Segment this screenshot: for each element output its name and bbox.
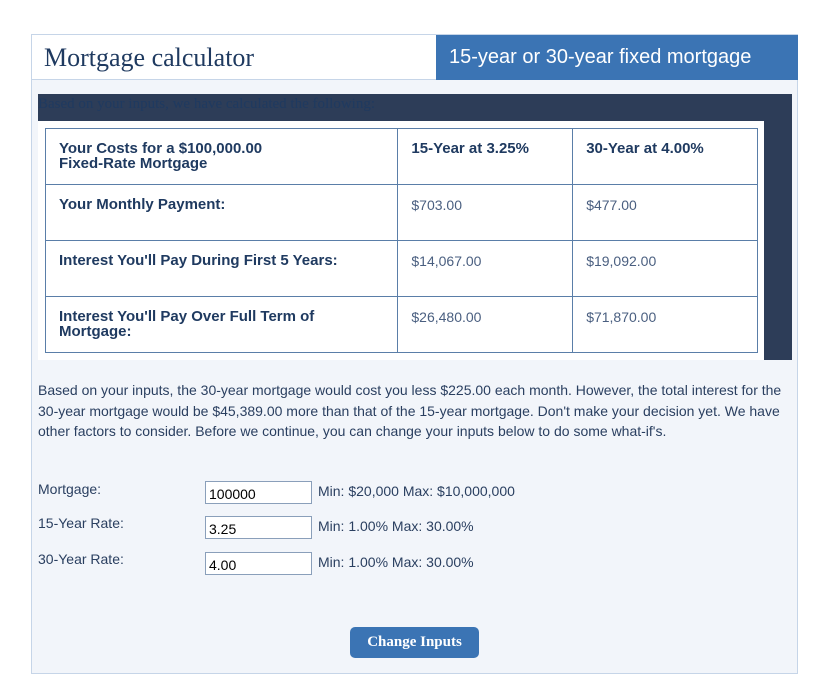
mortgage-input[interactable] — [205, 481, 312, 504]
row-label: Interest You'll Pay Over Full Term of Mo… — [59, 309, 384, 339]
change-inputs-button[interactable]: Change Inputs — [350, 627, 479, 658]
value-30-year: $477.00 — [586, 197, 637, 213]
header-label: Your Costs for a $100,000.00 Fixed-Rate … — [59, 141, 384, 171]
table-cell: 15-Year at 3.25% — [397, 128, 574, 185]
table-cell: $71,870.00 — [572, 296, 758, 353]
mortgage-hint: Min: $20,000 Max: $10,000,000 — [318, 483, 515, 499]
results-intro: Based on your inputs, we have calculated… — [38, 96, 375, 112]
value-30-year: $19,092.00 — [586, 253, 657, 269]
header-subtitle-area: 15-year or 30-year fixed mortgage — [436, 35, 798, 80]
rate-30-year-input[interactable] — [205, 552, 312, 575]
value-15-year: $703.00 — [411, 197, 462, 213]
results-table: Your Costs for a $100,000.00 Fixed-Rate … — [44, 128, 758, 353]
column-header-15-year: 15-Year at 3.25% — [411, 140, 529, 157]
table-cell: Interest You'll Pay During First 5 Years… — [44, 240, 399, 297]
row-label-line1: Interest You'll Pay During First 5 Years… — [59, 252, 338, 269]
row-label-line1: Interest You'll Pay Over Full Term of — [59, 308, 315, 325]
table-cell: $477.00 — [572, 184, 758, 241]
rate-15-year-hint: Min: 1.00% Max: 30.00% — [318, 518, 474, 534]
table-cell: Your Costs for a $100,000.00 Fixed-Rate … — [44, 128, 399, 185]
header-label-line2: Fixed-Rate Mortgage — [59, 155, 208, 172]
row-label: Interest You'll Pay During First 5 Years… — [59, 253, 384, 268]
value-15-year: $14,067.00 — [411, 253, 482, 269]
header-title-area: Mortgage calculator — [32, 35, 436, 80]
table-cell: $19,092.00 — [572, 240, 758, 297]
table-cell: $26,480.00 — [397, 296, 574, 353]
table-row: Interest You'll Pay Over Full Term of Mo… — [44, 296, 758, 353]
summary-text: Based on your inputs, the 30-year mortga… — [38, 382, 782, 439]
rate-30-year-hint: Min: 1.00% Max: 30.00% — [318, 554, 474, 570]
column-header-30-year: 30-Year at 4.00% — [586, 140, 704, 157]
table-cell: $14,067.00 — [397, 240, 574, 297]
results-table-container: Your Costs for a $100,000.00 Fixed-Rate … — [38, 121, 764, 360]
row-label: Your Monthly Payment: — [59, 197, 384, 212]
table-row: Your Monthly Payment: $703.00 $477.00 — [44, 184, 758, 241]
rate-15-year-input[interactable] — [205, 516, 312, 539]
table-cell: Interest You'll Pay Over Full Term of Mo… — [44, 296, 399, 353]
page-subtitle: 15-year or 30-year fixed mortgage — [449, 46, 752, 68]
page-title: Mortgage calculator — [44, 43, 255, 72]
value-30-year: $71,870.00 — [586, 309, 657, 325]
mortgage-label: Mortgage: — [38, 481, 102, 497]
table-row: Interest You'll Pay During First 5 Years… — [44, 240, 758, 297]
header-label-line1: Your Costs for a $100,000.00 — [59, 140, 263, 157]
rate-15-year-label: 15-Year Rate: — [38, 515, 124, 531]
table-header-row: Your Costs for a $100,000.00 Fixed-Rate … — [44, 128, 758, 185]
row-label-line2: Mortgage: — [59, 323, 132, 340]
rate-30-year-label: 30-Year Rate: — [38, 551, 124, 567]
row-label-line1: Your Monthly Payment: — [59, 196, 226, 213]
table-cell: $703.00 — [397, 184, 574, 241]
value-15-year: $26,480.00 — [411, 309, 482, 325]
table-cell: Your Monthly Payment: — [44, 184, 399, 241]
table-cell: 30-Year at 4.00% — [572, 128, 758, 185]
